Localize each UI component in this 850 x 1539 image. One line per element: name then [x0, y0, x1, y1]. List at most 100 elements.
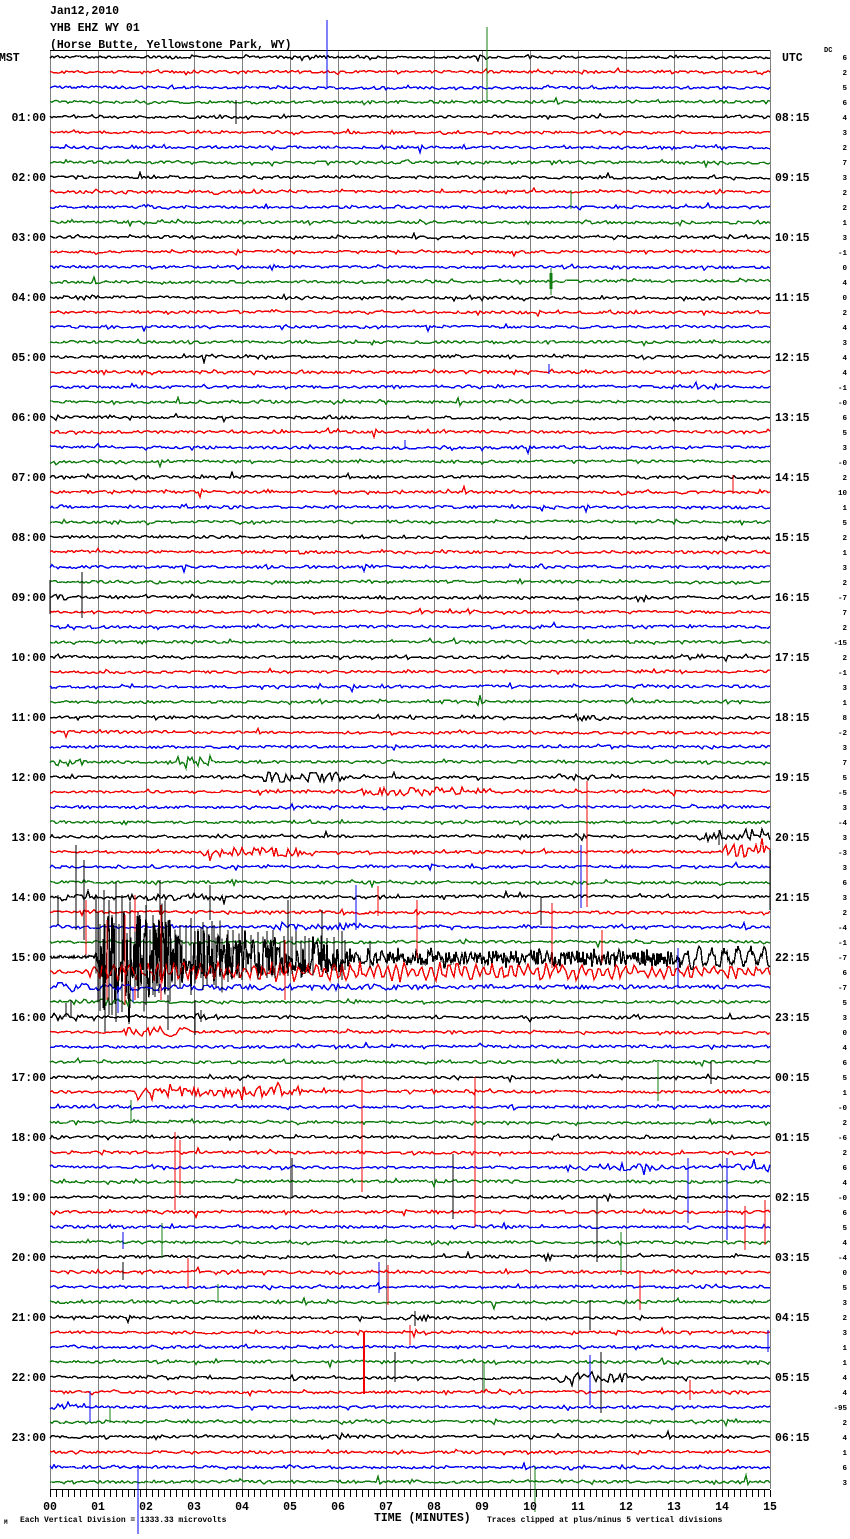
svg-text:1: 1 [842, 700, 847, 708]
svg-text:16:00: 16:00 [11, 1012, 46, 1025]
svg-text:03:15: 03:15 [775, 1252, 810, 1265]
svg-text:DC: DC [824, 47, 832, 55]
svg-text:21:15: 21:15 [775, 892, 810, 905]
svg-text:15: 15 [763, 1501, 777, 1514]
svg-text:-1: -1 [838, 385, 848, 393]
svg-text:6: 6 [842, 1060, 847, 1068]
svg-text:17:15: 17:15 [775, 652, 810, 665]
svg-text:1: 1 [842, 1360, 847, 1368]
svg-text:07: 07 [379, 1501, 393, 1514]
svg-text:-0: -0 [838, 400, 848, 408]
svg-text:13:00: 13:00 [11, 832, 46, 845]
svg-text:Each Vertical Division = 1333.: Each Vertical Division = 1333.33 microvo… [20, 1516, 227, 1525]
svg-text:22:00: 22:00 [11, 1372, 46, 1385]
svg-text:16:15: 16:15 [775, 592, 810, 605]
svg-text:1: 1 [842, 1090, 847, 1098]
svg-text:06:00: 06:00 [11, 412, 46, 425]
svg-text:4: 4 [842, 1390, 847, 1398]
svg-text:4: 4 [842, 1240, 847, 1248]
svg-text:08:00: 08:00 [11, 532, 46, 545]
svg-text:01:15: 01:15 [775, 1132, 810, 1145]
svg-text:3: 3 [842, 1300, 847, 1308]
svg-text:07:00: 07:00 [11, 472, 46, 485]
svg-text:-7: -7 [838, 985, 847, 993]
svg-text:-7: -7 [838, 595, 847, 603]
svg-text:14:15: 14:15 [775, 472, 810, 485]
svg-text:1: 1 [842, 1450, 847, 1458]
svg-text:05: 05 [283, 1501, 297, 1514]
svg-text:0: 0 [842, 265, 847, 273]
svg-text:12: 12 [619, 1501, 633, 1514]
svg-text:Jan12,2010: Jan12,2010 [50, 5, 119, 18]
svg-text:2: 2 [842, 1120, 847, 1128]
svg-text:-0: -0 [838, 1105, 848, 1113]
svg-text:-3: -3 [838, 850, 848, 858]
svg-text:1: 1 [842, 220, 847, 228]
svg-text:6: 6 [842, 970, 847, 978]
svg-text:3: 3 [842, 340, 847, 348]
svg-text:19:15: 19:15 [775, 772, 810, 785]
svg-text:04:00: 04:00 [11, 292, 46, 305]
svg-text:Traces clipped at plus/minus 5: Traces clipped at plus/minus 5 vertical … [487, 1516, 722, 1525]
svg-text:2: 2 [842, 1420, 847, 1428]
svg-text:21:00: 21:00 [11, 1312, 46, 1325]
svg-text:08:15: 08:15 [775, 112, 810, 125]
svg-text:2: 2 [842, 190, 847, 198]
svg-text:-5: -5 [838, 790, 848, 798]
svg-text:5: 5 [842, 775, 847, 783]
svg-text:20:15: 20:15 [775, 832, 810, 845]
svg-text:0: 0 [842, 295, 847, 303]
svg-text:5: 5 [842, 1000, 847, 1008]
svg-text:15:15: 15:15 [775, 532, 810, 545]
svg-text:17:00: 17:00 [11, 1072, 46, 1085]
svg-text:2: 2 [842, 145, 847, 153]
svg-text:09:15: 09:15 [775, 172, 810, 185]
svg-text:13: 13 [667, 1501, 681, 1514]
svg-text:2: 2 [842, 580, 847, 588]
svg-text:-95: -95 [833, 1405, 847, 1413]
svg-text:4: 4 [842, 280, 847, 288]
svg-text:2: 2 [842, 70, 847, 78]
svg-text:10:15: 10:15 [775, 232, 810, 245]
svg-text:10: 10 [523, 1501, 537, 1514]
svg-text:05:00: 05:00 [11, 352, 46, 365]
svg-text:3: 3 [842, 895, 847, 903]
svg-text:-2: -2 [838, 730, 848, 738]
svg-text:-0: -0 [838, 1195, 848, 1203]
svg-text:-7: -7 [838, 955, 847, 963]
svg-text:06: 06 [331, 1501, 345, 1514]
svg-text:-6: -6 [838, 1135, 848, 1143]
svg-text:8: 8 [842, 715, 847, 723]
svg-text:2: 2 [842, 535, 847, 543]
svg-text:6: 6 [842, 880, 847, 888]
svg-text:2: 2 [842, 1150, 847, 1158]
svg-text:7: 7 [842, 760, 847, 768]
svg-text:23:15: 23:15 [775, 1012, 810, 1025]
svg-text:-1: -1 [838, 940, 848, 948]
svg-text:3: 3 [842, 865, 847, 873]
svg-text:6: 6 [842, 100, 847, 108]
svg-text:23:00: 23:00 [11, 1432, 46, 1445]
svg-text:03:00: 03:00 [11, 232, 46, 245]
svg-text:02:00: 02:00 [11, 172, 46, 185]
svg-text:-1: -1 [838, 250, 848, 258]
svg-text:7: 7 [842, 160, 847, 168]
svg-text:19:00: 19:00 [11, 1192, 46, 1205]
svg-text:02:15: 02:15 [775, 1192, 810, 1205]
svg-text:MST: MST [0, 52, 20, 65]
svg-text:UTC: UTC [782, 52, 803, 65]
svg-text:09: 09 [475, 1501, 489, 1514]
svg-text:3: 3 [842, 1480, 847, 1488]
svg-text:TIME (MINUTES): TIME (MINUTES) [374, 1512, 471, 1525]
svg-text:2: 2 [842, 655, 847, 663]
svg-text:-4: -4 [838, 925, 848, 933]
svg-text:4: 4 [842, 1045, 847, 1053]
svg-text:1: 1 [842, 505, 847, 513]
svg-text:4: 4 [842, 1435, 847, 1443]
svg-text:7: 7 [842, 610, 847, 618]
svg-text:22:15: 22:15 [775, 952, 810, 965]
svg-text:5: 5 [842, 1285, 847, 1293]
svg-text:10: 10 [838, 490, 848, 498]
svg-text:3: 3 [842, 1015, 847, 1023]
svg-text:03: 03 [187, 1501, 201, 1514]
